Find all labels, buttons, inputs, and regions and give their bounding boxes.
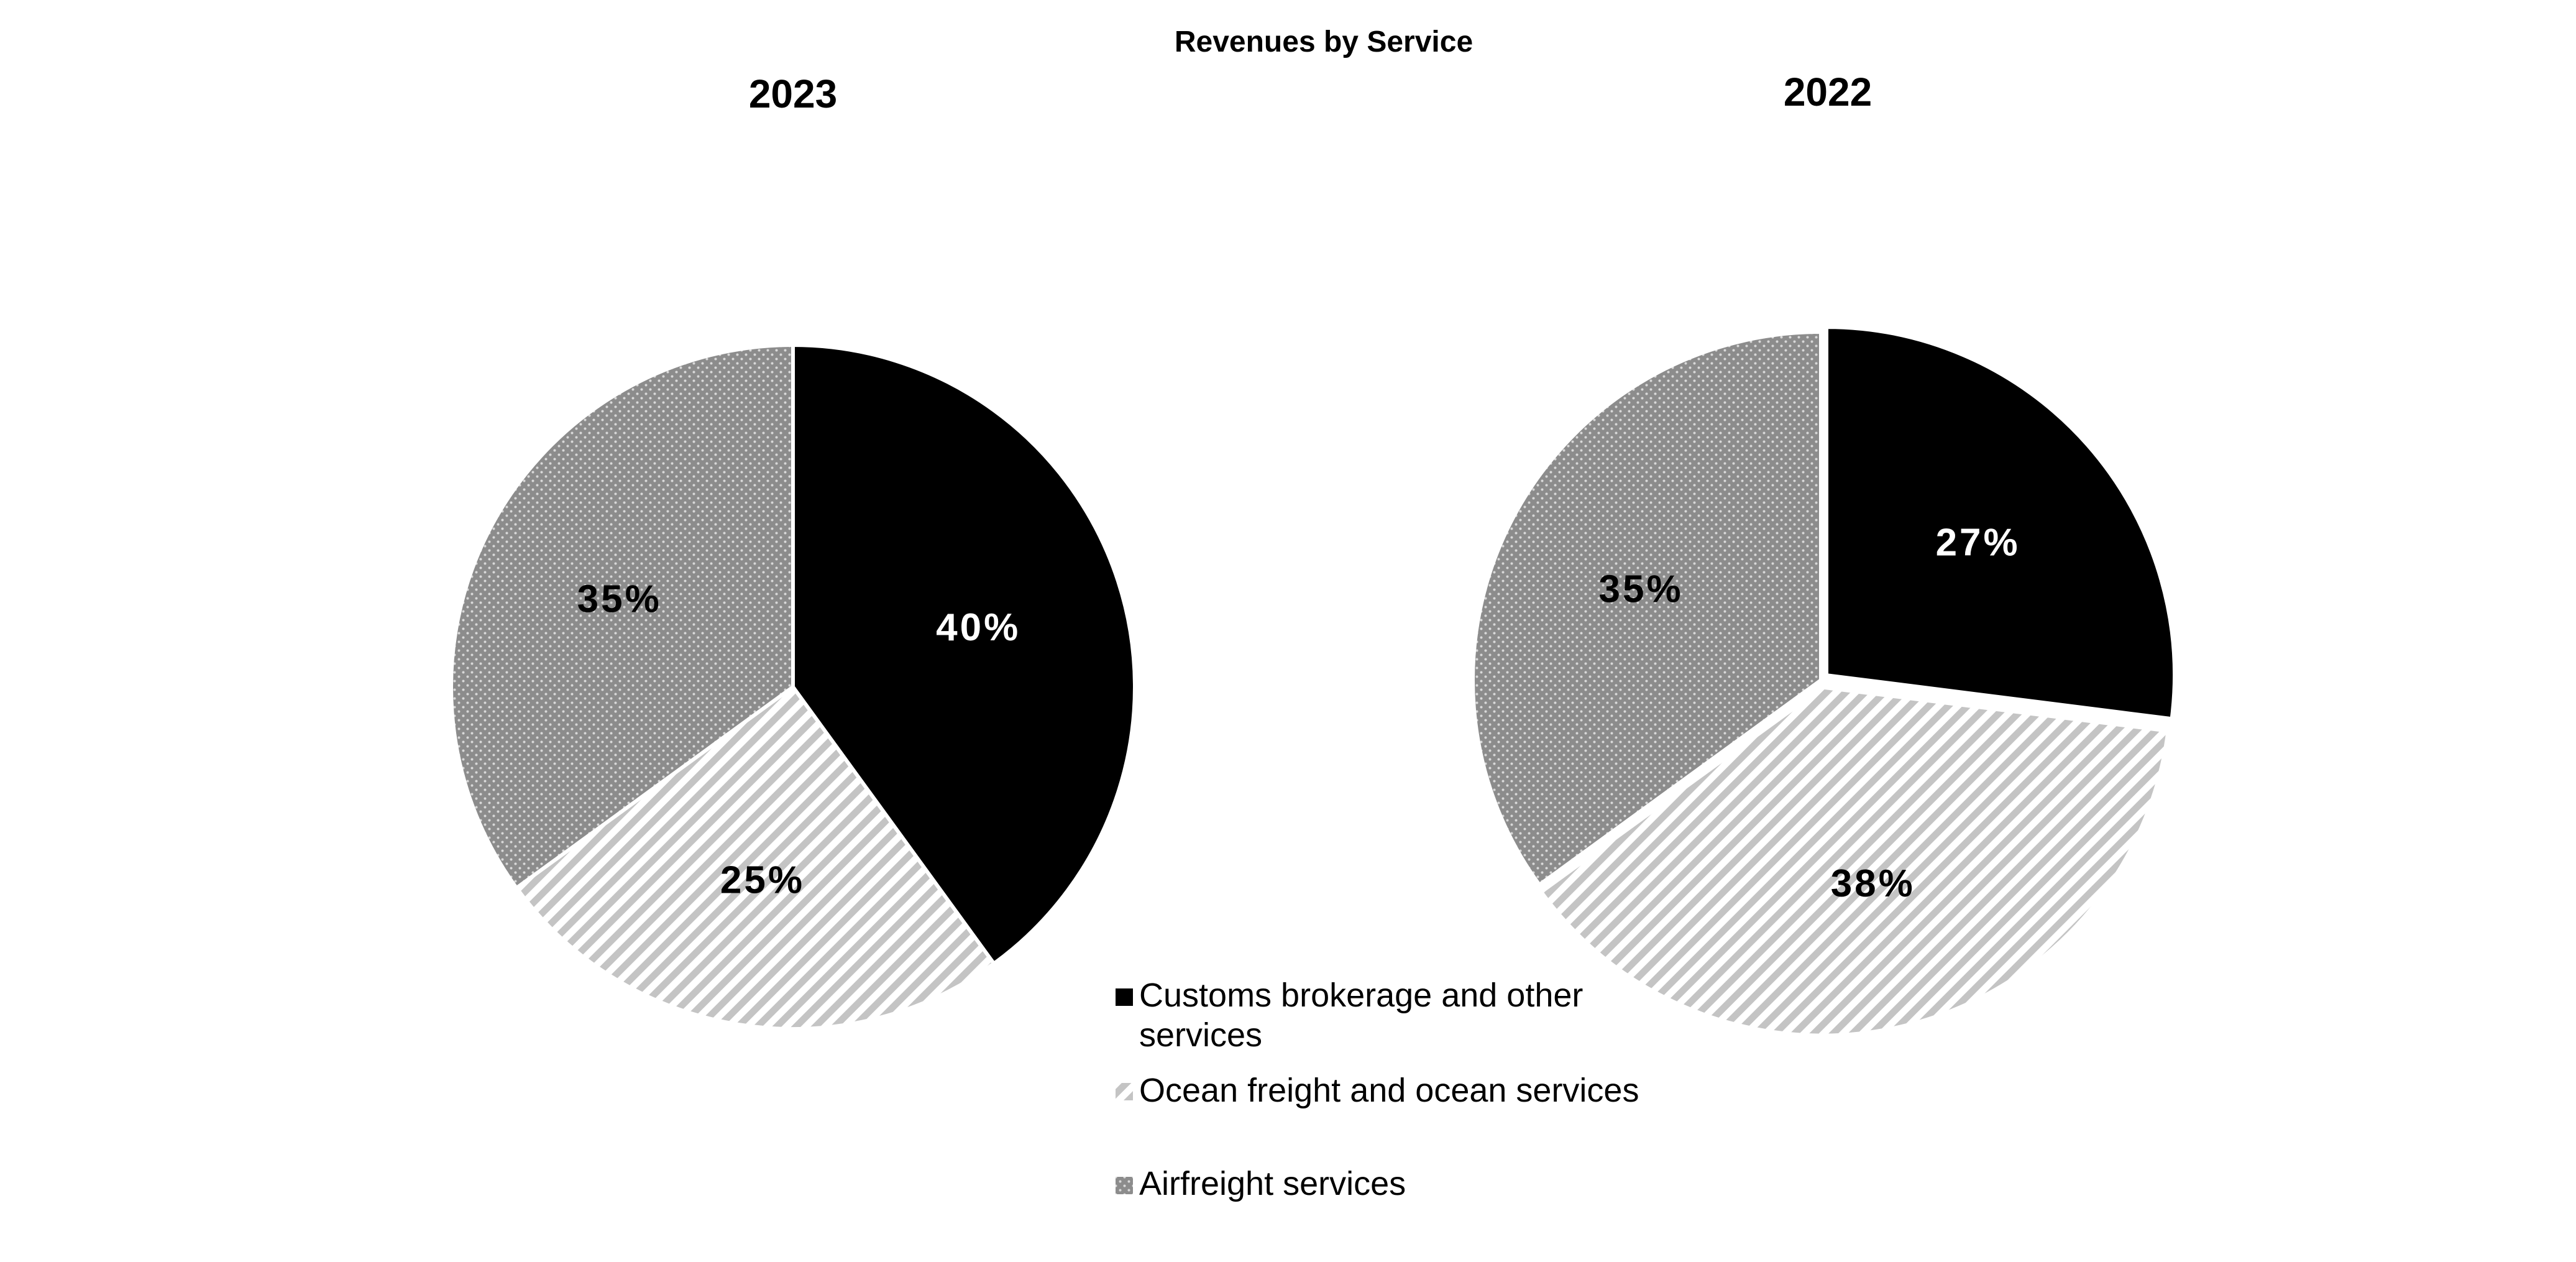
- pie-title-2022: 2022: [1784, 70, 1872, 114]
- pie-slice-2023-customs: [791, 343, 1137, 967]
- pie-slice-2023-ocean: [513, 684, 997, 1031]
- pie-slice-2022-customs: [1825, 325, 2176, 721]
- pie-label-2023-ocean: 25%: [720, 859, 805, 902]
- pie-2022: 27% 38% 35%: [1470, 325, 2176, 1038]
- legend-swatch-customs: [1116, 988, 1133, 1006]
- legend-label-air: Airfreight services: [1139, 1165, 1406, 1202]
- pie-label-2023-air: 35%: [577, 578, 662, 621]
- pie-label-2022-customs: 27%: [1936, 521, 2020, 564]
- legend-label-customs: Customs brokerage and other: [1139, 977, 1583, 1014]
- pie-slice-2023-air: [449, 343, 795, 891]
- pie-slice-2022-ocean: [1538, 685, 2170, 1038]
- pie-label-2022-air: 35%: [1599, 568, 1684, 611]
- pie-label-2023-customs: 40%: [936, 606, 1020, 649]
- legend-label-customs-continued: services: [1139, 1016, 1262, 1054]
- chart-title: Revenues by Service: [1175, 25, 1473, 58]
- pie-title-2023: 2023: [749, 71, 837, 116]
- pie-slice-2022-air: [1470, 329, 1823, 888]
- legend-swatch-ocean: [1116, 1083, 1133, 1100]
- pie-2023: 40% 25% 35%: [449, 343, 1137, 1031]
- pie-label-2022-ocean: 38%: [1831, 862, 1915, 905]
- legend: Customs brokerage and other services Oce…: [1116, 977, 1639, 1202]
- legend-label-ocean: Ocean freight and ocean services: [1139, 1072, 1639, 1109]
- legend-swatch-air: [1116, 1177, 1133, 1194]
